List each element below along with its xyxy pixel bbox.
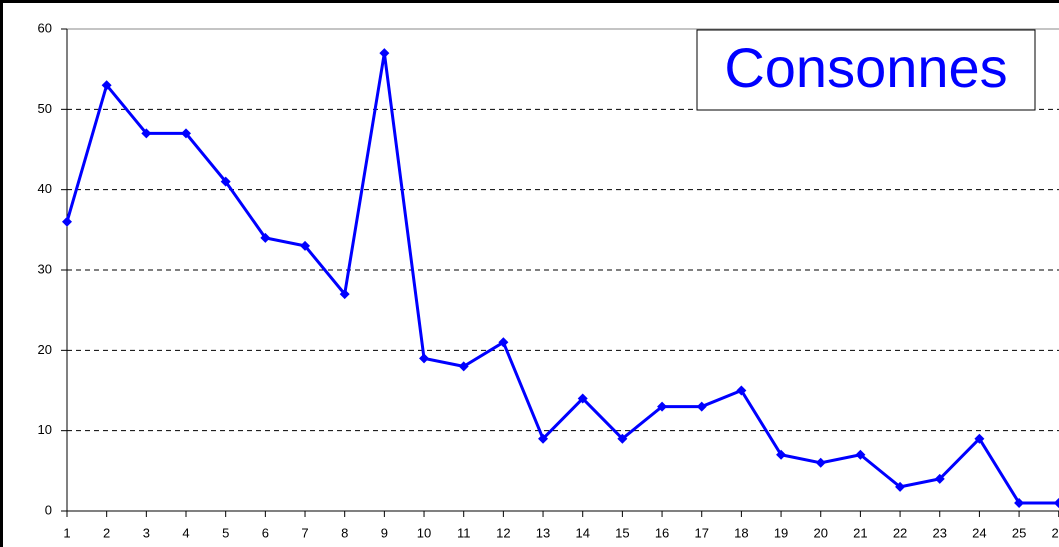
x-tick-label: 8	[341, 525, 348, 540]
marker	[141, 128, 152, 139]
marker	[62, 216, 72, 227]
marker	[1053, 497, 1059, 508]
x-tick-label: 18	[734, 525, 748, 540]
marker	[339, 289, 350, 300]
marker	[736, 385, 747, 396]
x-tick-label: 12	[496, 525, 510, 540]
x-tick-label: 9	[381, 525, 388, 540]
marker	[538, 433, 549, 444]
x-tick-label: 24	[972, 525, 986, 540]
x-tick-label: 21	[853, 525, 867, 540]
marker	[379, 48, 390, 59]
x-tick-label: 14	[575, 525, 589, 540]
x-tick-label: 16	[655, 525, 669, 540]
marker	[419, 353, 430, 364]
x-tick-label: 5	[222, 525, 229, 540]
y-tick-label: 0	[45, 502, 52, 517]
y-tick-label: 30	[38, 261, 52, 276]
y-tick-label: 10	[38, 422, 52, 437]
marker	[617, 433, 628, 444]
marker	[974, 433, 985, 444]
marker	[260, 232, 271, 243]
x-tick-label: 6	[262, 525, 269, 540]
marker	[498, 337, 509, 348]
x-tick-label: 25	[1012, 525, 1026, 540]
chart-title: Consonnes	[724, 36, 1007, 99]
x-tick-label: 19	[774, 525, 788, 540]
x-tick-label: 22	[893, 525, 907, 540]
marker	[458, 361, 469, 372]
y-tick-label: 40	[38, 181, 52, 196]
x-tick-label: 10	[417, 525, 431, 540]
x-tick-label: 13	[536, 525, 550, 540]
x-tick-label: 3	[143, 525, 150, 540]
x-tick-label: 2	[103, 525, 110, 540]
marker	[300, 240, 311, 251]
marker	[934, 473, 945, 484]
marker	[181, 128, 192, 139]
x-tick-label: 7	[301, 525, 308, 540]
marker	[101, 80, 112, 91]
marker	[1014, 497, 1025, 508]
legend-box	[696, 29, 1036, 111]
x-tick-label: 23	[933, 525, 947, 540]
marker	[577, 393, 588, 404]
x-tick-label: 26	[1052, 525, 1059, 540]
y-tick-label: 20	[38, 342, 52, 357]
y-tick-label: 50	[38, 101, 52, 116]
x-tick-label: 15	[615, 525, 629, 540]
y-tick-label: 60	[38, 20, 52, 35]
marker	[895, 481, 906, 492]
x-tick-label: 1	[63, 525, 70, 540]
marker	[776, 449, 787, 460]
x-tick-label: 4	[182, 525, 189, 540]
marker	[815, 457, 826, 468]
marker	[855, 449, 866, 460]
x-tick-label: 11	[457, 525, 471, 540]
marker	[220, 176, 231, 187]
x-tick-label: 17	[694, 525, 708, 540]
series-line	[65, 52, 1059, 505]
x-tick-label: 20	[813, 525, 827, 540]
marker	[657, 401, 668, 412]
marker	[696, 401, 707, 412]
